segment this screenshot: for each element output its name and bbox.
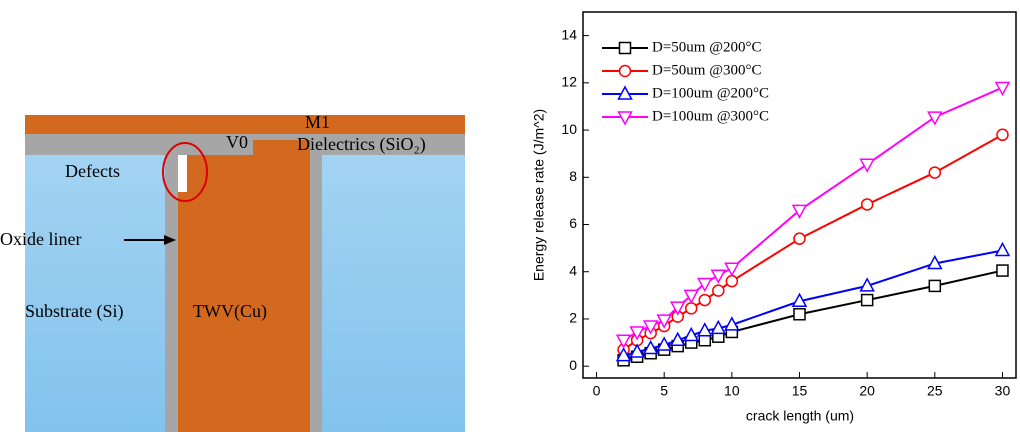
legend-marker — [618, 64, 632, 78]
marker — [710, 269, 727, 284]
marker — [859, 277, 875, 292]
x-tick-label: 15 — [792, 383, 808, 399]
marker — [791, 204, 808, 219]
label: M1 — [305, 112, 330, 132]
marker — [724, 262, 740, 277]
legend-marker — [618, 41, 632, 55]
label: Substrate (Si) — [25, 301, 124, 322]
label: V0 — [226, 132, 248, 152]
x-tick-label: 10 — [724, 383, 740, 399]
marker — [928, 166, 942, 179]
marker — [629, 326, 645, 341]
twv — [178, 155, 310, 432]
y-tick-label: 14 — [561, 26, 577, 42]
m1-layer — [25, 115, 465, 134]
marker — [642, 339, 659, 355]
label: Oxide liner — [0, 229, 81, 249]
marker — [697, 322, 713, 337]
marker — [642, 320, 659, 335]
x-axis-label: crack length (um) — [746, 408, 854, 424]
x-tick-label: 30 — [995, 383, 1011, 399]
legend-label: D=100um @300°C — [652, 108, 769, 124]
diagram: M1 V0 Dielectrics (SiO₂) Defects Oxide l… — [0, 112, 465, 432]
marker — [683, 289, 700, 304]
legend-marker — [617, 111, 633, 126]
label: TWV(Cu) — [193, 301, 267, 322]
marker — [656, 314, 672, 329]
marker — [656, 336, 672, 351]
marker — [927, 111, 943, 126]
marker — [994, 81, 1011, 97]
y-tick-label: 12 — [561, 74, 577, 90]
marker — [928, 279, 942, 293]
marker — [683, 326, 700, 342]
chart: crack length (um) Energy release rate (J… — [531, 11, 1017, 424]
y-tick-label: 10 — [561, 121, 577, 137]
marker — [860, 293, 874, 307]
v0 — [253, 140, 310, 155]
y-tick-label: 4 — [569, 262, 577, 278]
marker — [996, 128, 1009, 142]
marker — [791, 292, 808, 308]
marker — [710, 319, 727, 335]
marker — [724, 316, 740, 331]
marker — [860, 198, 874, 211]
marker — [685, 302, 698, 315]
marker — [698, 293, 712, 307]
x-tick-label: 25 — [927, 383, 943, 399]
marker — [927, 254, 943, 270]
marker — [859, 158, 875, 173]
y-tick-label: 2 — [569, 310, 577, 326]
marker — [669, 331, 686, 346]
marker — [994, 241, 1011, 257]
defect — [178, 155, 187, 192]
marker — [712, 284, 725, 297]
legend-label: D=50um @200°C — [652, 39, 762, 55]
label: Dielectrics (SiO₂) — [297, 134, 426, 155]
marker — [697, 277, 713, 293]
marker — [629, 343, 645, 358]
x-tick-label: 0 — [593, 383, 601, 399]
marker — [793, 307, 806, 321]
marker — [996, 264, 1009, 277]
x-tick-label: 20 — [859, 383, 875, 399]
marker — [669, 301, 686, 316]
marker — [725, 274, 739, 288]
legend-label: D=100um @200°C — [652, 85, 769, 101]
label: Defects — [65, 161, 120, 181]
marker — [615, 334, 632, 349]
y-axis-label: Energy release rate (J/m^2) — [531, 109, 547, 281]
defect-circle — [162, 142, 208, 202]
y-tick-label: 6 — [569, 215, 577, 231]
marker — [793, 232, 806, 245]
x-tick-label: 5 — [660, 383, 668, 399]
legend-label: D=50um @300°C — [652, 62, 762, 78]
marker — [615, 346, 632, 362]
legend-marker — [617, 85, 633, 100]
y-tick-label: 8 — [569, 168, 577, 184]
arrow-head — [164, 235, 176, 245]
y-tick-label: 0 — [569, 357, 577, 373]
